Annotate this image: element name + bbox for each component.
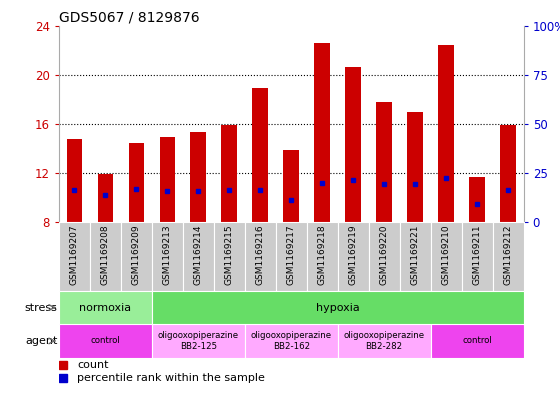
Text: normoxia: normoxia bbox=[79, 303, 132, 312]
Text: GSM1169207: GSM1169207 bbox=[70, 224, 79, 285]
Text: GSM1169218: GSM1169218 bbox=[318, 224, 326, 285]
Bar bbox=[501, 125, 516, 222]
Bar bbox=[338, 222, 368, 291]
Text: hypoxia: hypoxia bbox=[316, 303, 360, 312]
Text: control: control bbox=[90, 336, 120, 345]
Bar bbox=[222, 125, 237, 222]
Text: GDS5067 / 8129876: GDS5067 / 8129876 bbox=[59, 10, 199, 24]
Bar bbox=[283, 150, 299, 222]
Bar bbox=[368, 222, 400, 291]
Bar bbox=[431, 324, 524, 358]
Text: stress: stress bbox=[25, 303, 57, 312]
Bar bbox=[276, 222, 307, 291]
Bar bbox=[245, 324, 338, 358]
Bar bbox=[438, 45, 454, 222]
Text: GSM1169212: GSM1169212 bbox=[503, 224, 512, 285]
Bar bbox=[338, 324, 431, 358]
Text: GSM1169219: GSM1169219 bbox=[349, 224, 358, 285]
Bar bbox=[214, 222, 245, 291]
Text: GSM1169210: GSM1169210 bbox=[442, 224, 451, 285]
Bar bbox=[253, 88, 268, 222]
Bar bbox=[90, 222, 121, 291]
Bar bbox=[493, 222, 524, 291]
Bar bbox=[152, 324, 245, 358]
Bar bbox=[190, 132, 206, 222]
Bar bbox=[408, 112, 423, 222]
Text: GSM1169214: GSM1169214 bbox=[194, 224, 203, 285]
Bar bbox=[315, 43, 330, 222]
Text: control: control bbox=[462, 336, 492, 345]
Text: GSM1169211: GSM1169211 bbox=[473, 224, 482, 285]
Text: GSM1169215: GSM1169215 bbox=[225, 224, 234, 285]
Text: percentile rank within the sample: percentile rank within the sample bbox=[77, 373, 265, 383]
Bar bbox=[59, 291, 152, 324]
Bar bbox=[307, 222, 338, 291]
Bar bbox=[183, 222, 214, 291]
Bar bbox=[152, 291, 524, 324]
Text: GSM1169217: GSM1169217 bbox=[287, 224, 296, 285]
Text: GSM1169213: GSM1169213 bbox=[163, 224, 172, 285]
Text: GSM1169220: GSM1169220 bbox=[380, 224, 389, 285]
Bar bbox=[59, 324, 152, 358]
Text: GSM1169208: GSM1169208 bbox=[101, 224, 110, 285]
Text: GSM1169216: GSM1169216 bbox=[256, 224, 265, 285]
Bar bbox=[121, 222, 152, 291]
Bar bbox=[376, 102, 392, 222]
Text: GSM1169221: GSM1169221 bbox=[410, 224, 419, 285]
Text: oligooxopiperazine
BB2-282: oligooxopiperazine BB2-282 bbox=[344, 331, 424, 351]
Bar bbox=[67, 138, 82, 222]
Bar bbox=[59, 222, 90, 291]
Bar bbox=[129, 143, 144, 222]
Text: oligooxopiperazine
BB2-125: oligooxopiperazine BB2-125 bbox=[158, 331, 239, 351]
Bar bbox=[97, 174, 113, 222]
Bar bbox=[160, 137, 175, 222]
Text: GSM1169209: GSM1169209 bbox=[132, 224, 141, 285]
Bar bbox=[400, 222, 431, 291]
Bar bbox=[461, 222, 493, 291]
Text: count: count bbox=[77, 360, 109, 369]
Text: oligooxopiperazine
BB2-162: oligooxopiperazine BB2-162 bbox=[251, 331, 332, 351]
Bar bbox=[346, 67, 361, 222]
Bar bbox=[431, 222, 461, 291]
Bar bbox=[245, 222, 276, 291]
Bar bbox=[152, 222, 183, 291]
Bar bbox=[469, 176, 485, 222]
Text: agent: agent bbox=[25, 336, 57, 346]
